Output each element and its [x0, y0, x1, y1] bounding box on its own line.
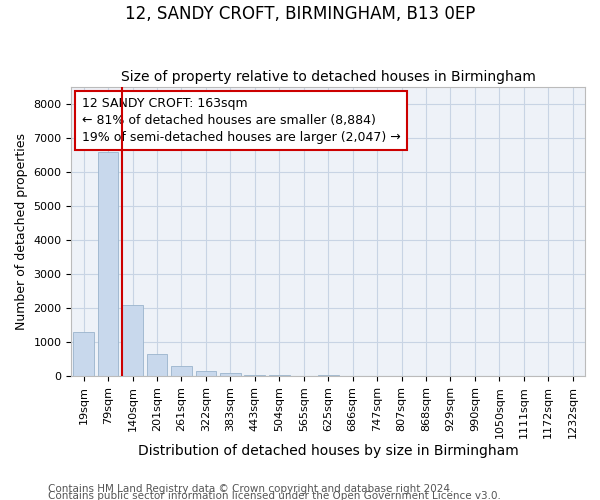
Bar — [98, 152, 118, 376]
Bar — [171, 366, 192, 376]
Bar — [244, 374, 265, 376]
Bar — [146, 354, 167, 376]
Bar — [122, 305, 143, 376]
Bar — [220, 373, 241, 376]
Bar — [318, 374, 338, 376]
Text: Contains HM Land Registry data © Crown copyright and database right 2024.: Contains HM Land Registry data © Crown c… — [48, 484, 454, 494]
Text: 12, SANDY CROFT, BIRMINGHAM, B13 0EP: 12, SANDY CROFT, BIRMINGHAM, B13 0EP — [125, 5, 475, 23]
Text: 12 SANDY CROFT: 163sqm
← 81% of detached houses are smaller (8,884)
19% of semi-: 12 SANDY CROFT: 163sqm ← 81% of detached… — [82, 97, 400, 144]
Bar — [269, 374, 290, 376]
Bar — [73, 332, 94, 376]
Text: Contains public sector information licensed under the Open Government Licence v3: Contains public sector information licen… — [48, 491, 501, 500]
Y-axis label: Number of detached properties: Number of detached properties — [15, 133, 28, 330]
Bar — [196, 371, 217, 376]
X-axis label: Distribution of detached houses by size in Birmingham: Distribution of detached houses by size … — [138, 444, 518, 458]
Title: Size of property relative to detached houses in Birmingham: Size of property relative to detached ho… — [121, 70, 536, 85]
